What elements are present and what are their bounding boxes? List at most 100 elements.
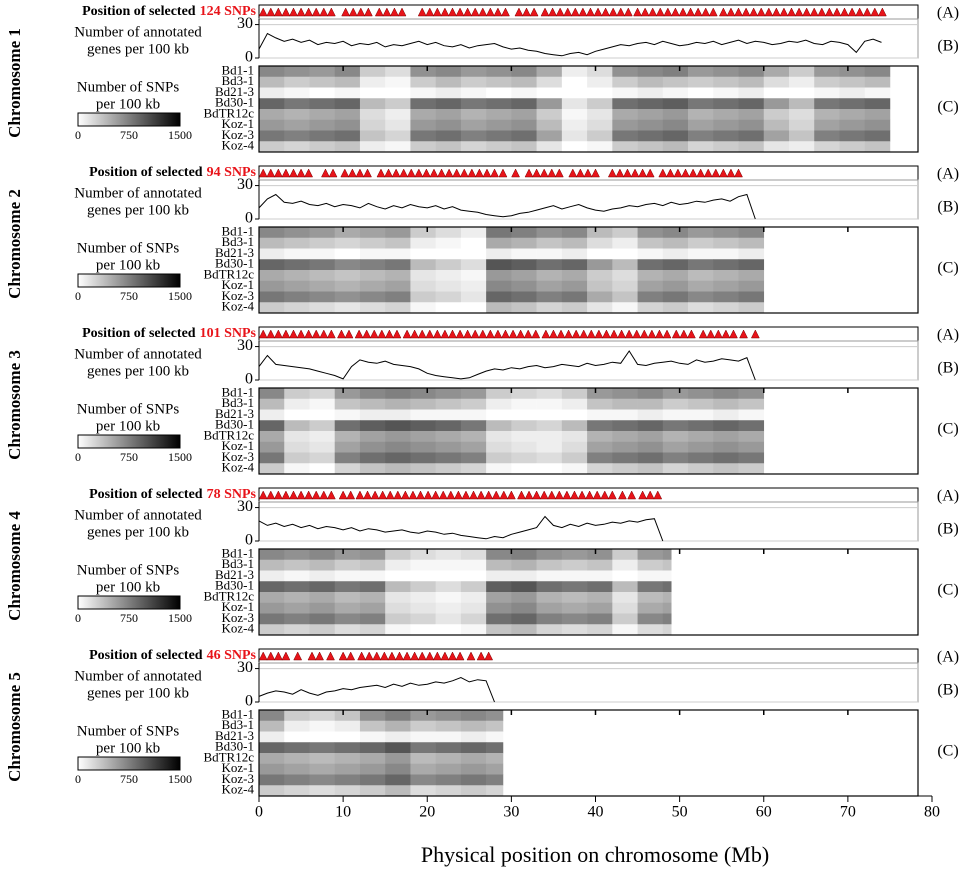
heat-cell xyxy=(713,302,739,314)
heat-cell xyxy=(259,280,285,292)
heat-cell xyxy=(334,452,361,464)
row-label: Bd1-1 xyxy=(222,545,255,560)
y-tick-label: 0 xyxy=(245,532,253,549)
heat-cell xyxy=(612,624,638,636)
snp-marker xyxy=(601,7,610,17)
x-tick-label: 30 xyxy=(503,804,519,821)
heat-cell xyxy=(460,431,487,443)
snp-marker xyxy=(455,329,465,339)
snp-marker xyxy=(378,490,388,500)
snp-marker xyxy=(296,490,306,500)
heat-cell xyxy=(309,613,336,625)
heat-cell xyxy=(259,409,285,421)
heat-cell xyxy=(460,753,487,765)
heat-cell xyxy=(410,742,436,754)
snp-marker xyxy=(363,7,373,17)
heat-cell xyxy=(788,76,815,88)
colorbar xyxy=(77,595,181,610)
heat-cell xyxy=(435,98,462,110)
row-label: BdTR12c xyxy=(203,105,254,120)
heat-cell xyxy=(486,581,512,593)
heat-cell xyxy=(688,270,714,282)
heat-cell xyxy=(587,613,613,625)
heat-cell xyxy=(738,388,765,400)
heat-cell xyxy=(561,237,588,249)
colorbar-label: Number of SNPs xyxy=(77,562,180,578)
heat-cell xyxy=(511,388,537,400)
heat-cell xyxy=(536,227,563,239)
snp-marker xyxy=(696,168,706,178)
heat-cell xyxy=(536,581,563,593)
heat-cell xyxy=(536,409,563,421)
heat-cell xyxy=(435,291,462,303)
snp-marker xyxy=(548,7,558,17)
heat-cell xyxy=(587,109,613,121)
heat-cell xyxy=(334,441,361,453)
density-label: genes per 100 kb xyxy=(87,202,189,218)
snp-marker xyxy=(384,168,393,178)
heat-cell xyxy=(738,270,765,282)
heat-cell xyxy=(410,227,436,239)
heat-cell xyxy=(334,119,361,131)
heat-cell xyxy=(612,431,638,443)
snp-marker xyxy=(703,168,713,178)
heat-cell xyxy=(284,76,310,88)
heat-cell xyxy=(460,592,487,604)
snp-marker xyxy=(484,490,494,500)
heat-cell xyxy=(713,270,739,282)
heat-cell xyxy=(460,570,487,582)
heat-cell xyxy=(259,581,285,593)
snp-title-text: Position of selected xyxy=(82,326,196,341)
heat-cell xyxy=(410,602,436,614)
heat-cell xyxy=(688,76,714,88)
heat-cell xyxy=(864,130,891,142)
heat-cell xyxy=(385,237,411,249)
heat-cell xyxy=(259,259,285,271)
row-label: BdTR12c xyxy=(203,588,254,603)
snp-marker xyxy=(475,168,484,178)
heat-cell xyxy=(688,291,714,303)
heat-cell xyxy=(309,720,336,732)
heat-cell xyxy=(410,270,436,282)
heat-cell xyxy=(587,420,613,432)
heat-cell xyxy=(713,388,739,400)
heat-cell xyxy=(259,76,285,88)
heat-cell xyxy=(359,742,386,754)
snp-marker xyxy=(554,168,564,178)
snp-title-text: Position of selected xyxy=(89,648,203,663)
heat-cell xyxy=(612,66,638,78)
heat-cell xyxy=(713,227,739,239)
heat-cell xyxy=(309,237,336,249)
heat-cell xyxy=(662,119,689,131)
snp-marker xyxy=(319,490,329,500)
heat-cell xyxy=(612,463,638,475)
snp-marker xyxy=(387,651,397,661)
heat-cell xyxy=(536,592,563,604)
heat-cell xyxy=(486,248,512,260)
heat-cell xyxy=(334,227,361,239)
heat-cell xyxy=(309,602,336,614)
heat-cell xyxy=(561,549,588,561)
snp-marker xyxy=(817,7,827,17)
heat-cell xyxy=(587,549,613,561)
density-label: Number of annotated xyxy=(74,24,202,40)
snp-marker xyxy=(524,168,534,178)
heat-cell xyxy=(612,76,638,88)
heat-cell xyxy=(612,259,638,271)
snp-marker xyxy=(638,490,648,500)
heat-cell xyxy=(460,731,487,743)
heat-cell xyxy=(511,624,537,636)
snp-marker xyxy=(618,490,627,500)
snp-marker xyxy=(665,168,675,178)
heat-cell xyxy=(839,119,865,131)
snp-marker xyxy=(391,168,401,178)
heat-cell xyxy=(284,742,310,754)
heat-cell xyxy=(334,420,361,432)
heat-cell xyxy=(359,720,386,732)
snp-title-text: Position of selected xyxy=(82,4,196,19)
snp-marker xyxy=(429,168,439,178)
heat-cell xyxy=(334,602,361,614)
snp-marker xyxy=(493,7,503,17)
heat-cell xyxy=(460,710,487,722)
